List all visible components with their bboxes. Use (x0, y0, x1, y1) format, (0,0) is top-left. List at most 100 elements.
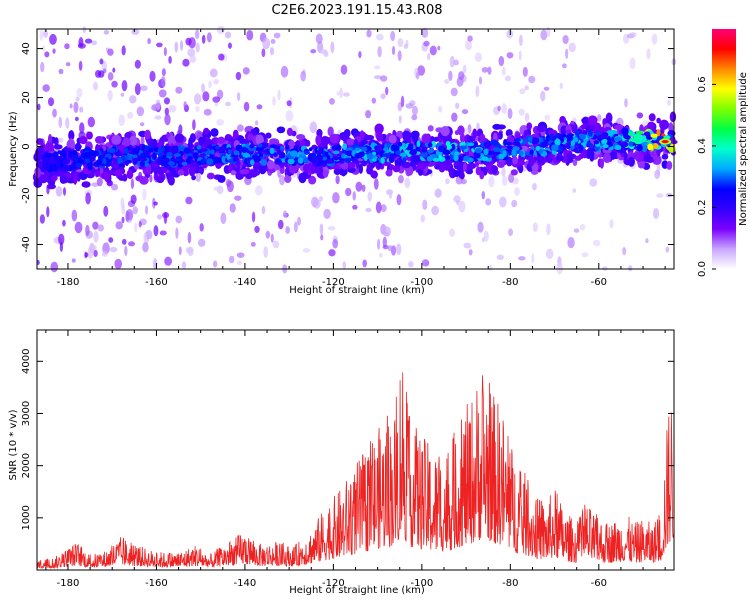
heatmap-cell (651, 143, 659, 149)
heatmap-cell (459, 145, 468, 150)
heatmap-cell (368, 160, 376, 169)
heatmap-cell (352, 191, 357, 201)
heatmap-cell (166, 152, 173, 157)
heatmap-cell (388, 155, 395, 164)
heatmap-y-ticks: -40 -20 0 20 40 (21, 42, 674, 253)
heatmap-cell (297, 216, 301, 226)
heatmap-cell (153, 172, 159, 180)
heatmap-cell (104, 160, 112, 167)
heatmap-cell (578, 144, 584, 152)
heatmap-cell (420, 214, 426, 223)
heatmap-cell (78, 60, 83, 71)
heatmap-cell (163, 157, 170, 163)
heatmap-cell (90, 150, 97, 157)
heatmap-cell (572, 188, 577, 193)
heatmap-cell (188, 137, 193, 148)
heatmap-cell (510, 169, 519, 176)
heatmap-cell (427, 52, 431, 61)
heatmap-cell (320, 234, 324, 241)
heatmap-cell (386, 142, 391, 148)
heatmap-cell (182, 58, 190, 67)
colorbar: 0.0 0.2 0.4 0.6 Normalized spectral amplitu… (697, 29, 749, 277)
heatmap-cell (284, 174, 292, 184)
heatmap-cell (501, 166, 506, 177)
heatmap-cell (315, 135, 322, 146)
heatmap-cell (34, 167, 41, 179)
heatmap-cell (269, 47, 275, 56)
heatmap-cell (595, 130, 601, 137)
heatmap-cell (432, 157, 441, 162)
heatmap-cell (270, 39, 276, 44)
heatmap-cell (398, 115, 402, 124)
heatmap-cell (52, 152, 56, 158)
heatmap-cell (155, 99, 161, 111)
heatmap-cell (376, 238, 381, 250)
y-tick-label: 2000 (21, 453, 32, 478)
heatmap-cell (409, 143, 414, 151)
heatmap-cell (179, 40, 184, 51)
x-tick-label: -60 (591, 277, 607, 288)
heatmap-cell (519, 34, 523, 46)
heatmap-cell (448, 70, 453, 82)
heatmap-cell (399, 152, 407, 157)
heatmap-cell (412, 135, 419, 143)
heatmap-cell (387, 245, 394, 252)
heatmap-cell (372, 151, 377, 156)
heatmap-cell (614, 137, 622, 142)
heatmap-cell (519, 88, 526, 95)
heatmap-cell (373, 75, 382, 80)
heatmap-cell (132, 154, 138, 159)
heatmap-cell (453, 59, 459, 66)
heatmap-cell (220, 212, 227, 225)
heatmap-cell (487, 66, 492, 75)
heatmap-cell (279, 145, 285, 151)
heatmap-cell (172, 146, 179, 153)
heatmap-cell (380, 93, 386, 100)
heatmap-cell (279, 151, 286, 159)
heatmap-cell (467, 142, 475, 147)
heatmap-cell (175, 215, 183, 224)
heatmap-cell (163, 97, 171, 105)
heatmap-cell (531, 253, 535, 264)
heatmap-cell (421, 27, 429, 38)
heatmap-cell (242, 146, 247, 154)
y-tick-label: 3000 (21, 401, 32, 426)
heatmap-cell (669, 111, 677, 123)
heatmap-cell (272, 152, 278, 157)
heatmap-cell (39, 214, 45, 224)
heatmap-cell (72, 149, 78, 156)
heatmap-cell (181, 161, 188, 166)
heatmap-cell (185, 196, 193, 205)
heatmap-cell (485, 198, 492, 206)
heatmap-cell (107, 72, 114, 81)
heatmap-cell (47, 97, 55, 107)
heatmap-cell (218, 146, 226, 154)
heatmap-cell (131, 147, 139, 152)
heatmap-cell (109, 246, 118, 253)
heatmap-cell (354, 152, 362, 159)
heatmap-cell (132, 206, 138, 215)
heatmap-cell (55, 186, 63, 197)
heatmap-cell (125, 208, 134, 221)
heatmap-cell (529, 149, 534, 155)
heatmap-cell (518, 256, 526, 261)
heatmap-cell (308, 175, 317, 185)
heatmap-cell (477, 221, 484, 233)
heatmap-cell (210, 149, 215, 155)
heatmap-cell (216, 89, 224, 100)
heatmap-cell (636, 112, 644, 119)
heatmap-cell (85, 192, 91, 205)
heatmap-cell (286, 127, 293, 137)
heatmap-cell (403, 43, 409, 49)
heatmap-cell (541, 142, 547, 148)
heatmap-cell (119, 163, 125, 168)
heatmap-cell (161, 68, 166, 77)
heatmap-cell (87, 246, 94, 259)
heatmap-cell (421, 146, 428, 153)
heatmap-cell (506, 29, 514, 39)
heatmap-cell (526, 122, 533, 130)
heatmap-cell (346, 138, 356, 146)
heatmap-cell (254, 170, 261, 176)
heatmap-cell (215, 161, 222, 169)
snr-panel: -180 -160 -140 -120 -100 -80 -60 1000 2000 3000 4… (8, 329, 675, 596)
